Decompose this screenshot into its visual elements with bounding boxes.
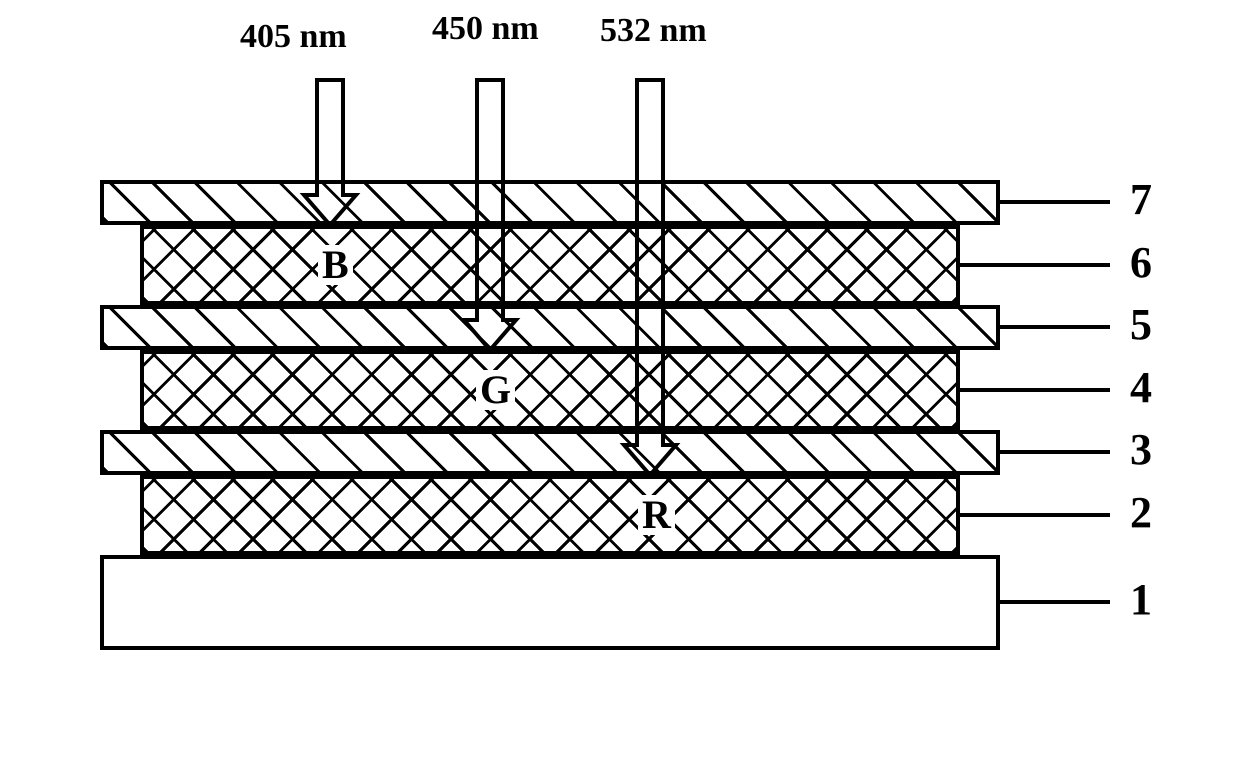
diagram-stage: 405 nm 450 nm 532 nm B G R 7 6 5 4 3 2 1 <box>0 0 1240 757</box>
callout-number-1: 1 <box>1130 574 1152 625</box>
callout-number-6: 6 <box>1130 237 1152 288</box>
region-G: G <box>476 370 515 410</box>
callout-line-6 <box>960 263 1110 267</box>
label-405nm: 405 nm <box>240 18 347 56</box>
layer-6 <box>140 225 960 305</box>
callout-line-1 <box>1000 600 1110 604</box>
layer-1 <box>100 555 1000 650</box>
layer-3 <box>100 430 1000 475</box>
callout-number-5: 5 <box>1130 299 1152 350</box>
callout-line-2 <box>960 513 1110 517</box>
region-B: B <box>318 245 353 285</box>
callout-line-5 <box>1000 325 1110 329</box>
callout-number-4: 4 <box>1130 362 1152 413</box>
region-R: R <box>638 495 675 535</box>
layer-2 <box>140 475 960 555</box>
callout-number-2: 2 <box>1130 487 1152 538</box>
callout-line-3 <box>1000 450 1110 454</box>
layer-4 <box>140 350 960 430</box>
layer-5 <box>100 305 1000 350</box>
label-450nm: 450 nm <box>432 10 539 48</box>
callout-number-7: 7 <box>1130 174 1152 225</box>
callout-number-3: 3 <box>1130 424 1152 475</box>
label-532nm: 532 nm <box>600 12 707 50</box>
callout-line-7 <box>1000 200 1110 204</box>
callout-line-4 <box>960 388 1110 392</box>
layer-7 <box>100 180 1000 225</box>
